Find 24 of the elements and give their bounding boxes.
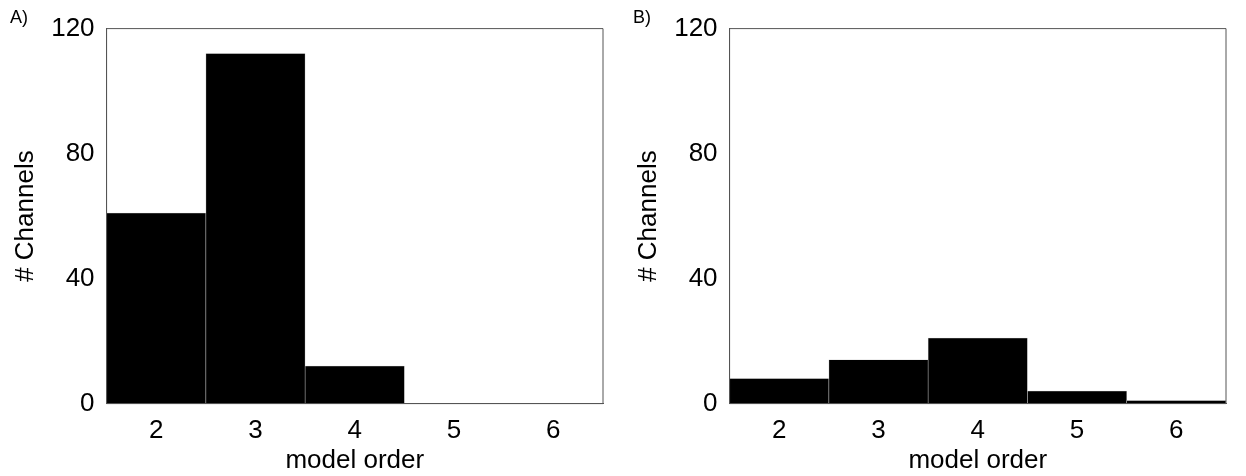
x-tick-label: 6 bbox=[546, 414, 561, 445]
y-tick-label: 80 bbox=[65, 136, 95, 167]
x-tick-label: 4 bbox=[970, 414, 986, 445]
y-axis-title: # Channels bbox=[8, 150, 39, 282]
y-tick-label: 120 bbox=[674, 11, 718, 42]
chart-title: A) bbox=[10, 6, 28, 27]
y-tick-label: 0 bbox=[80, 386, 95, 417]
x-tick-label: 5 bbox=[1069, 414, 1085, 445]
y-tick-label: 80 bbox=[688, 136, 718, 167]
y-axis-title: # Channels bbox=[631, 150, 662, 282]
x-tick-label: 3 bbox=[248, 414, 263, 445]
chart-title: B) bbox=[633, 6, 651, 27]
x-tick-label: 2 bbox=[771, 414, 787, 445]
y-tick-label: 0 bbox=[703, 386, 718, 417]
x-tick-label: 6 bbox=[1169, 414, 1184, 445]
x-axis-title: model order bbox=[908, 443, 1048, 474]
y-tick-label: 40 bbox=[65, 261, 95, 292]
x-tick-label: 2 bbox=[148, 414, 164, 445]
y-tick-label: 40 bbox=[688, 261, 718, 292]
y-tick-label: 120 bbox=[51, 11, 95, 42]
x-tick-label: 4 bbox=[347, 414, 363, 445]
x-tick-label: 3 bbox=[871, 414, 886, 445]
x-axis-title: model order bbox=[285, 443, 425, 474]
x-tick-label: 5 bbox=[446, 414, 462, 445]
